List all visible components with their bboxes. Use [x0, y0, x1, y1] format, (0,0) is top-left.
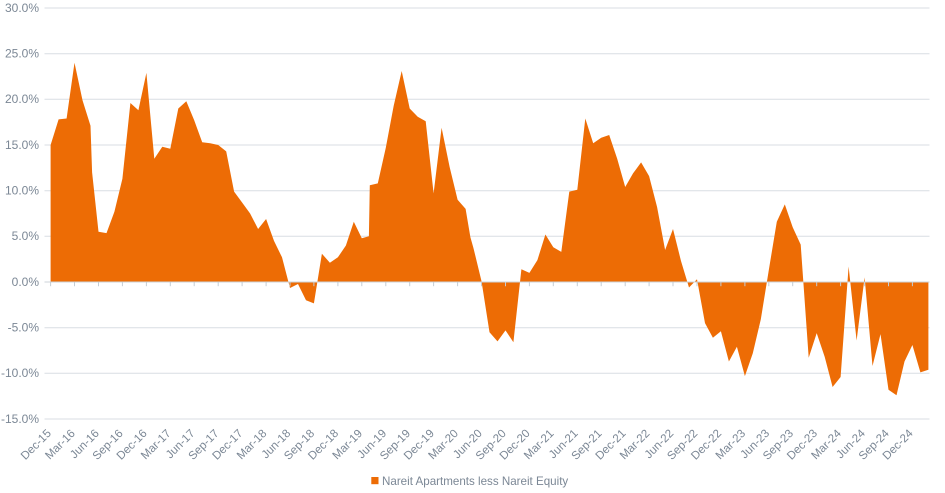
svg-text:20.0%: 20.0% — [5, 92, 39, 106]
svg-text:-10.0%: -10.0% — [1, 366, 39, 380]
svg-text:10.0%: 10.0% — [5, 184, 39, 198]
svg-text:25.0%: 25.0% — [5, 47, 39, 61]
svg-text:Nareit Apartments less Nareit: Nareit Apartments less Nareit Equity — [382, 475, 568, 488]
svg-text:5.0%: 5.0% — [12, 229, 40, 243]
svg-text:-15.0%: -15.0% — [1, 412, 39, 426]
svg-text:30.0%: 30.0% — [5, 1, 39, 15]
svg-text:-5.0%: -5.0% — [8, 321, 40, 335]
svg-text:0.0%: 0.0% — [12, 275, 40, 289]
svg-text:15.0%: 15.0% — [5, 138, 39, 152]
